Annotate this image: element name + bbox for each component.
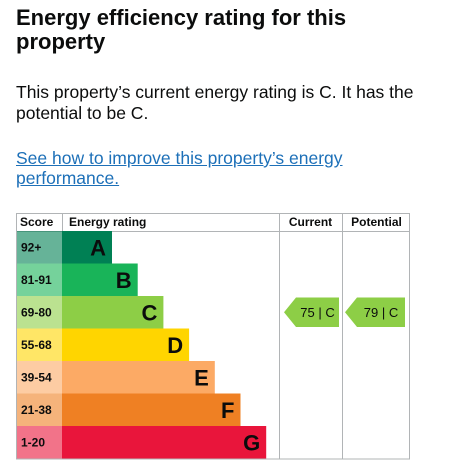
potential-rating-arrow xyxy=(345,297,405,327)
score-label-e: 39-54 xyxy=(21,370,52,384)
page-title: Energy efficiency rating for this proper… xyxy=(16,5,347,54)
score-header: Score xyxy=(20,215,54,229)
score-cell-g xyxy=(17,426,62,459)
score-label-f: 21-38 xyxy=(21,403,52,417)
current-rating-label: 75 | C xyxy=(300,305,334,320)
band-letter-c: C xyxy=(142,300,158,325)
band-letter-b: B xyxy=(116,268,132,293)
chart-frame xyxy=(16,213,410,460)
score-label-b: 81-91 xyxy=(21,273,52,287)
score-cell-e xyxy=(17,361,62,394)
band-letter-d: D xyxy=(167,333,183,358)
score-label-c: 69-80 xyxy=(21,305,52,319)
band-bar-c xyxy=(62,296,164,329)
score-cell-b xyxy=(17,263,62,296)
band-bar-g xyxy=(62,426,267,459)
band-bar-b xyxy=(62,263,138,296)
band-letter-f: F xyxy=(221,398,234,423)
improve-performance-link[interactable]: See how to improve this property’s energ… xyxy=(16,148,343,188)
band-letter-g: G xyxy=(243,430,260,455)
score-label-a: 92+ xyxy=(21,240,41,254)
band-letter-a: A xyxy=(90,235,106,260)
band-bar-d xyxy=(62,328,190,361)
score-cell-a xyxy=(17,231,62,264)
score-cell-f xyxy=(17,393,62,426)
score-cell-c xyxy=(17,296,62,329)
score-cell-d xyxy=(17,328,62,361)
rating-summary: This property’s current energy rating is… xyxy=(16,82,414,123)
potential-header: Potential xyxy=(351,215,402,229)
band-bar-a xyxy=(62,231,112,264)
current-header: Current xyxy=(289,215,332,229)
band-bar-e xyxy=(62,361,215,394)
score-label-d: 55-68 xyxy=(21,338,52,352)
current-rating-arrow xyxy=(284,297,339,327)
potential-rating-label: 79 | C xyxy=(364,305,398,320)
energy-rating-header: Energy rating xyxy=(69,215,146,229)
score-label-g: 1-20 xyxy=(21,435,45,449)
band-letter-e: E xyxy=(194,365,209,390)
band-bar-f xyxy=(62,393,241,426)
